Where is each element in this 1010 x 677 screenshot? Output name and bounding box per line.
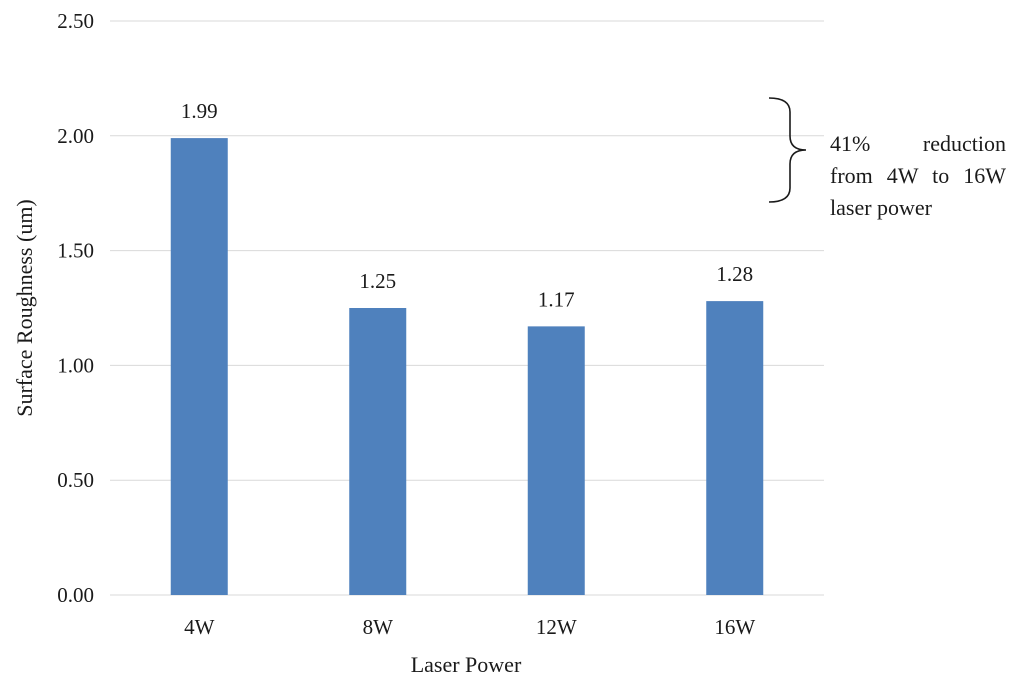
y-tick-label: 1.50 xyxy=(57,239,94,263)
y-axis-ticks: 0.00 0.50 1.00 1.50 2.00 2.50 xyxy=(57,9,94,607)
bars xyxy=(170,138,764,595)
x-tick-label: 4W xyxy=(184,615,215,639)
y-tick-label: 1.00 xyxy=(57,353,94,377)
gridlines xyxy=(110,20,824,596)
y-tick-label: 2.50 xyxy=(57,9,94,33)
y-tick-label: 0.00 xyxy=(57,583,94,607)
x-tick-label: 12W xyxy=(536,615,577,639)
x-tick-label: 16W xyxy=(714,615,755,639)
y-tick-label: 0.50 xyxy=(57,468,94,492)
data-labels: 1.99 1.25 1.17 1.28 xyxy=(181,99,753,311)
data-label: 1.99 xyxy=(181,99,218,123)
x-axis-title: Laser Power xyxy=(411,652,522,677)
data-label: 1.28 xyxy=(716,262,753,286)
y-axis-title: Surface Roughness (um) xyxy=(12,199,37,417)
annotation-bracket xyxy=(768,97,807,203)
data-label: 1.25 xyxy=(359,269,396,293)
x-tick-label: 8W xyxy=(363,615,394,639)
bar-8w xyxy=(349,308,407,595)
x-axis-ticks: 4W 8W 12W 16W xyxy=(184,615,755,639)
bar-4w xyxy=(170,138,228,595)
y-tick-label: 2.00 xyxy=(57,124,94,148)
bar-16w xyxy=(706,301,764,595)
data-label: 1.17 xyxy=(538,287,575,311)
bar-12w xyxy=(527,326,585,595)
reduction-annotation: 41% reduction from 4W to 16W laser power xyxy=(830,131,1006,220)
